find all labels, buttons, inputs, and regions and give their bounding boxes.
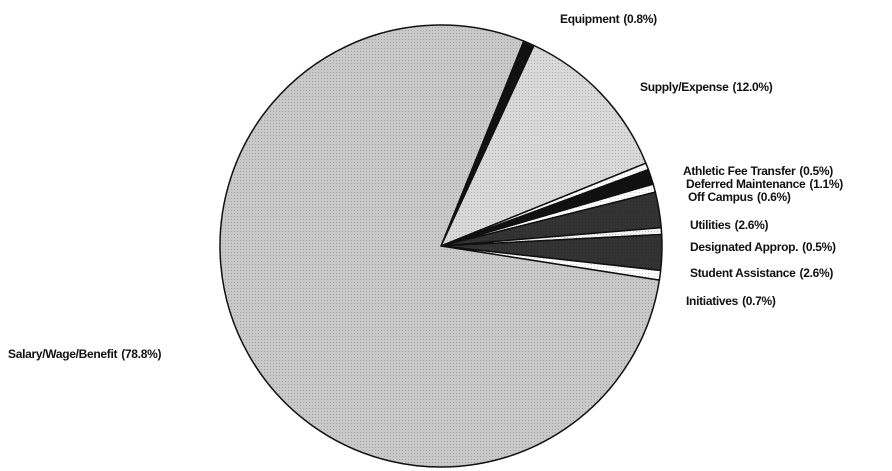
slice-texture [441,227,662,246]
slice-texture [220,24,660,468]
slice-label: Equipment (0.8%) [560,12,657,26]
slice-label: Deferred Maintenance (1.1%) [686,177,843,191]
slice-label: Supply/Expense (12.0%) [640,80,773,94]
slice-label: Designated Approp. (0.5%) [690,240,836,254]
percent-label: (0.7%) [742,294,776,308]
slice-texture [441,163,649,246]
slice-texture [441,45,646,246]
category-name: Designated Approp. [690,240,798,254]
category-name: Off Campus [688,190,754,204]
percent-label: (12.0%) [733,80,773,94]
category-name: Athletic Fee Transfer [683,164,796,178]
category-name: Salary/Wage/Benefit [8,347,118,361]
slice-label: Off Campus (0.6%) [688,190,791,204]
category-name: Equipment [560,12,620,26]
slice-texture [441,169,654,246]
percent-label: (0.5%) [799,164,833,178]
percent-label: (1.1%) [809,177,843,191]
percent-label: (0.6%) [757,190,791,204]
category-name: Utilities [690,218,731,232]
slice-texture [441,192,662,246]
category-name: Supply/Expense [640,80,729,94]
category-name: Student Assistance [690,266,796,280]
slice-label: Athletic Fee Transfer (0.5%) [683,164,833,178]
slice-texture [441,234,662,271]
slice-label: Student Assistance (2.6%) [690,266,833,280]
percent-label: (0.8%) [623,12,657,26]
slice-label: Initiatives (0.7%) [686,294,776,308]
slice-texture [441,184,656,246]
percent-label: (2.6%) [735,218,769,232]
category-name: Deferred Maintenance [686,177,806,191]
pie [219,24,663,468]
slice-label: Salary/Wage/Benefit (78.8%) [8,347,161,361]
category-name: Initiatives [686,294,739,308]
slice-label: Utilities (2.6%) [690,218,769,232]
percent-label: (78.8%) [121,347,161,361]
percent-label: (0.5%) [802,240,836,254]
labels: Equipment (0.8%) Supply/Expense (12.0%) Athl… [8,12,844,361]
percent-label: (2.6%) [800,266,834,280]
